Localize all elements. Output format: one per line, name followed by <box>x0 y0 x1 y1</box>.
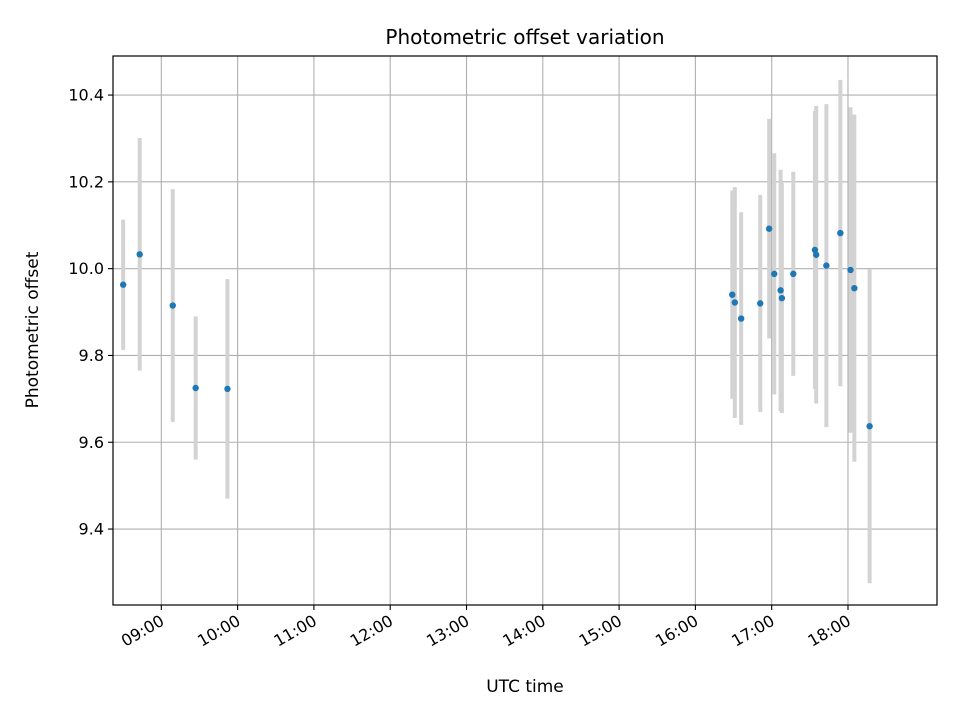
y-tick-label: 10.4 <box>68 86 104 105</box>
data-point <box>729 291 736 298</box>
y-tick-label: 9.4 <box>79 520 104 539</box>
error-bars <box>121 79 872 584</box>
y-tick-label: 10.2 <box>68 172 104 191</box>
x-axis-label: UTC time <box>486 677 564 697</box>
x-tick-label: 11:00 <box>270 611 319 651</box>
data-point <box>765 225 773 232</box>
data-point <box>224 385 231 393</box>
data-point <box>866 422 873 430</box>
data-point <box>192 384 199 392</box>
x-tick-label: 10:00 <box>194 611 243 651</box>
x-axis: 09:00 10:00 11:00 12:00 13:00 14:00 15:00 16:00… <box>118 605 854 651</box>
data-point <box>823 262 830 269</box>
x-tick-label: 15:00 <box>576 611 625 651</box>
data-point <box>790 270 797 278</box>
x-tick-label: 09:00 <box>118 611 167 651</box>
y-axis: 9.4 9.6 9.8 10.0 10.2 10.4 <box>68 86 113 539</box>
data-point <box>119 281 127 288</box>
data-point <box>778 294 786 302</box>
x-tick-label: 18:00 <box>805 611 854 651</box>
data-point <box>812 251 820 258</box>
data-points <box>119 225 873 430</box>
data-point <box>847 266 854 274</box>
x-tick-label: 14:00 <box>499 611 548 651</box>
data-point <box>757 300 764 307</box>
x-tick-label: 12:00 <box>347 611 396 651</box>
y-tick-label: 10.0 <box>68 259 104 278</box>
data-point <box>136 251 143 258</box>
y-tick-label: 9.8 <box>79 346 104 365</box>
x-tick-label: 16:00 <box>652 611 701 651</box>
data-point <box>777 287 784 294</box>
y-tick-label: 9.6 <box>79 433 104 452</box>
chart-title: Photometric offset variation <box>385 25 664 49</box>
plot-frame <box>112 55 938 606</box>
x-tick-label: 17:00 <box>728 611 777 651</box>
y-axis-label: Photometric offset <box>23 251 43 408</box>
data-point <box>837 229 844 237</box>
data-point <box>737 315 745 322</box>
x-tick-label: 13:00 <box>423 611 472 651</box>
data-point <box>169 302 176 309</box>
data-point <box>771 270 778 278</box>
data-point <box>731 299 739 306</box>
grid <box>113 56 937 605</box>
data-point <box>851 284 858 292</box>
